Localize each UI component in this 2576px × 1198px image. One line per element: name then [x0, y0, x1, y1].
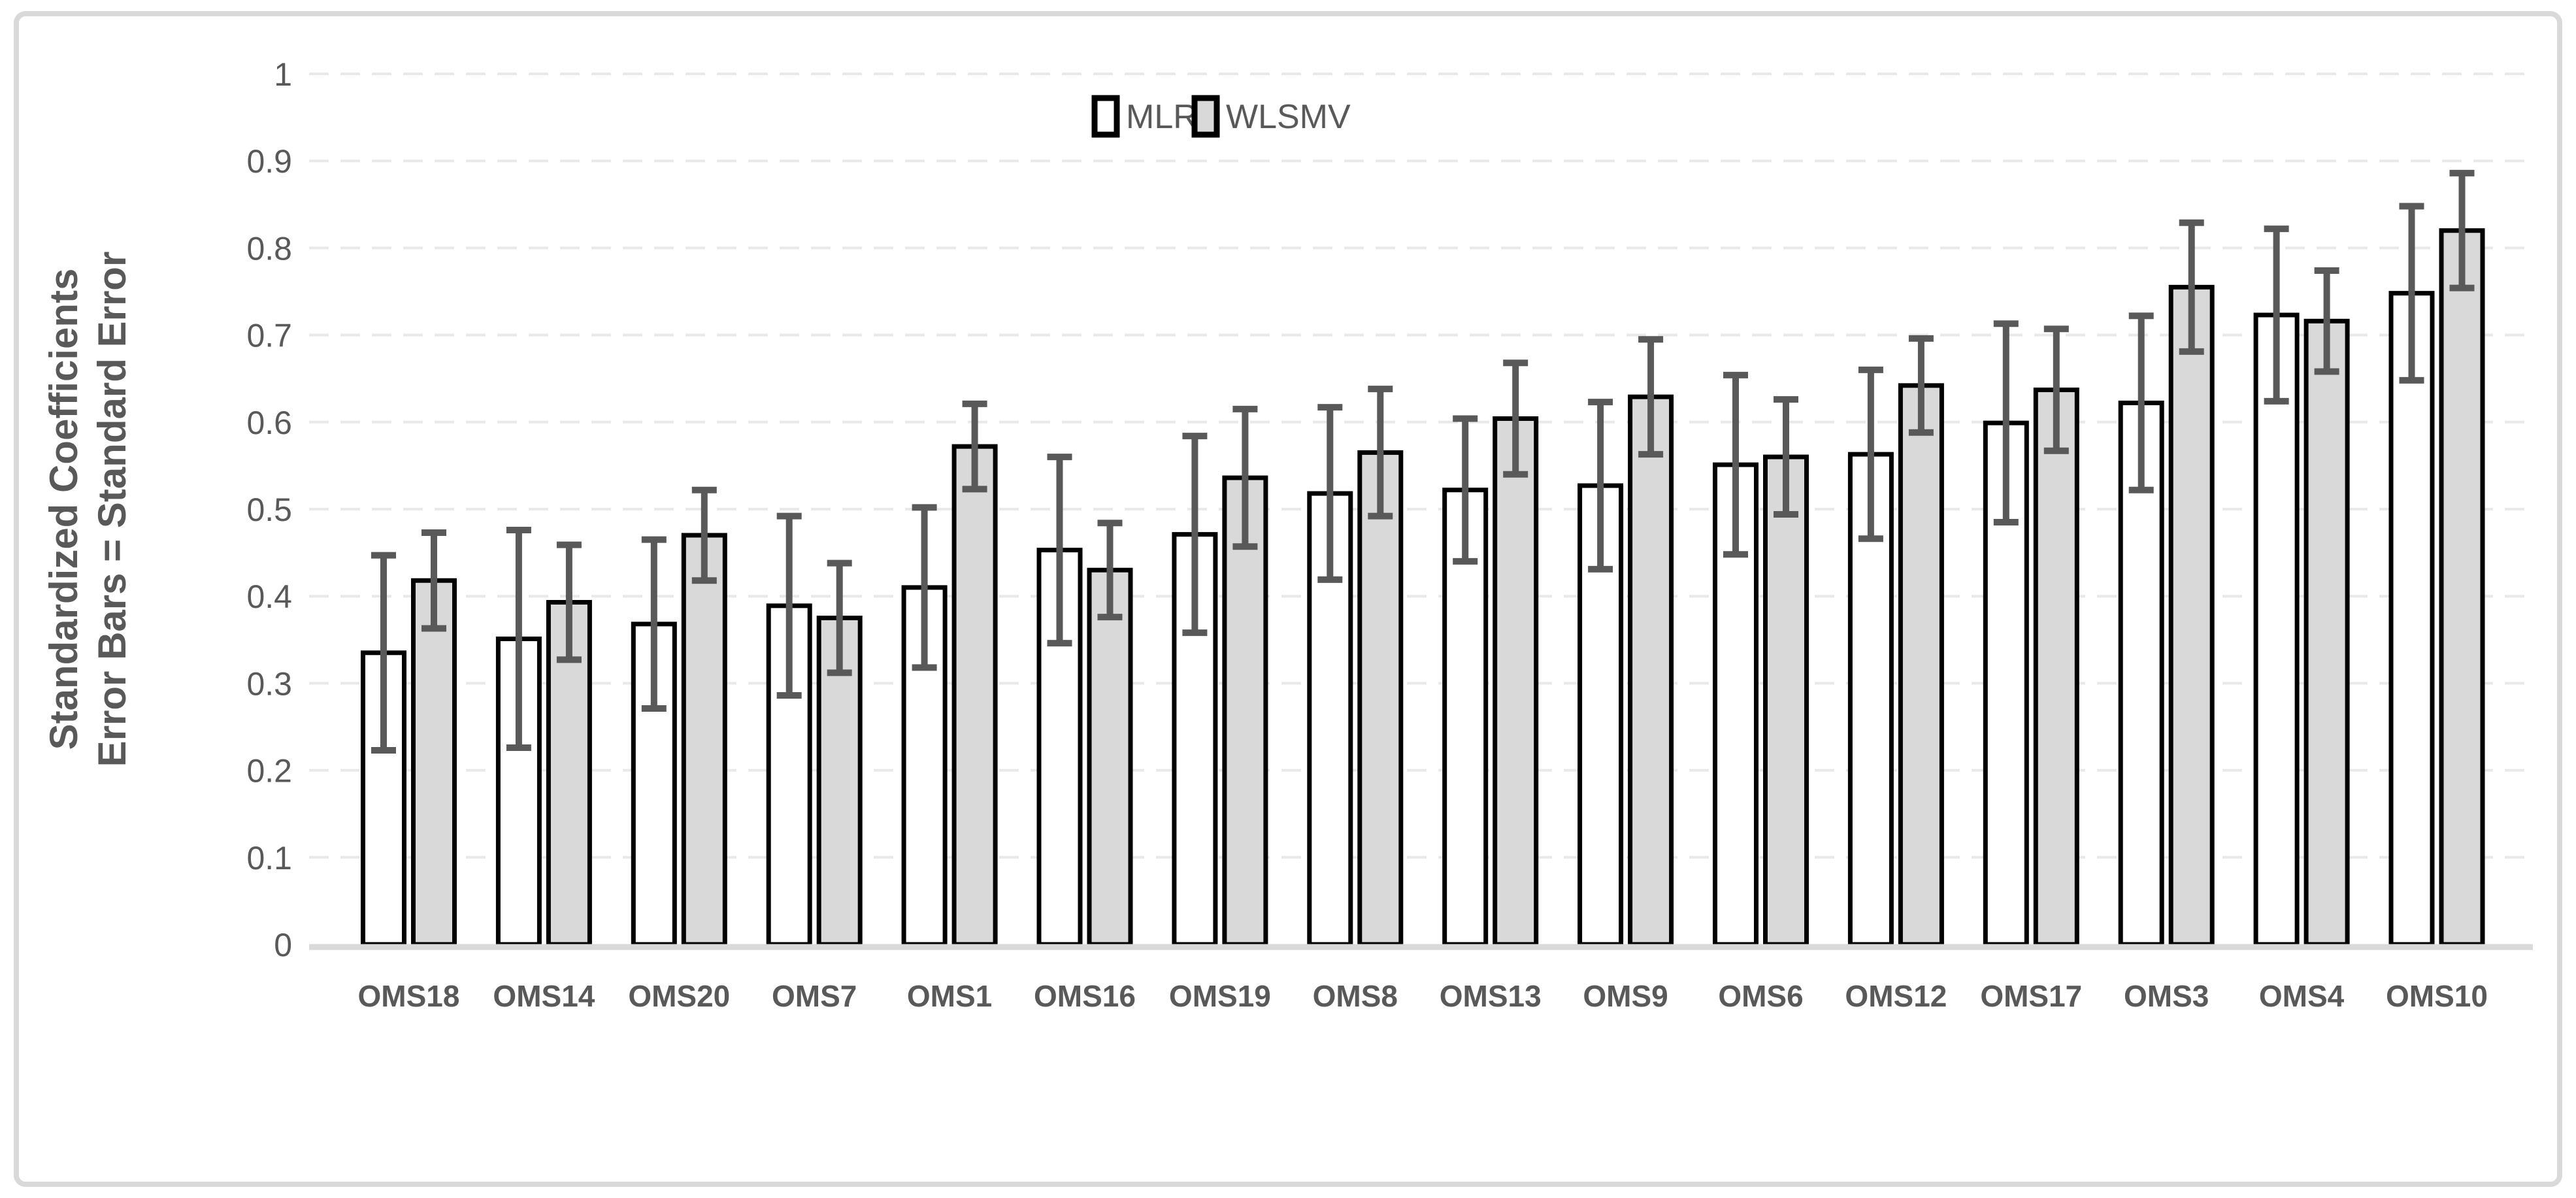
x-tick-label: OMS8: [1313, 979, 1398, 1013]
y-tick-label: 0.6: [246, 405, 292, 441]
bar-WLSMV-OMS12: [1898, 383, 1944, 947]
bars: [361, 228, 2485, 947]
error-bar-WLSMV-OMS8: [1368, 386, 1393, 520]
error-bar-MLR-OMS10: [2399, 203, 2424, 384]
legend: MLR WLSMV: [1091, 95, 1351, 138]
error-bar-MLR-OMS17: [1993, 320, 2019, 525]
legend-label: MLR: [1126, 98, 1198, 136]
y-tick-label: 0.9: [246, 143, 292, 180]
error-bar-MLR-OMS6: [1723, 371, 1748, 558]
bar-WLSMV-OMS6: [1763, 454, 1809, 947]
error-bar-WLSMV-OMS1: [962, 400, 987, 493]
y-axis-title-line: Standardized Coefficients: [42, 269, 86, 750]
x-axis-ticks: OMS18 OMS14 OMS20 OMS7 OMS1 OMS16 OMS19 OMS8 OMS…: [358, 979, 2488, 1013]
error-bar-WLSMV-OMS3: [2179, 219, 2204, 355]
y-tick-label: 1: [274, 56, 292, 93]
error-bar-WLSMV-OMS12: [1908, 335, 1934, 436]
y-axis-title-line: Error Bars = Standard Error: [90, 252, 134, 767]
error-bar-WLSMV-OMS4: [2314, 267, 2339, 375]
bar-WLSMV-OMS18: [411, 578, 457, 947]
bar-WLSMV-OMS9: [1628, 394, 1674, 947]
error-bar-WLSMV-OMS9: [1638, 336, 1664, 458]
error-bar-MLR-OMS4: [2264, 225, 2289, 405]
error-bar-MLR-OMS7: [776, 512, 802, 699]
legend-item-MLR: MLR: [1091, 95, 1198, 138]
y-tick-label: 0.1: [246, 840, 292, 876]
bar-WLSMV-OMS19: [1222, 475, 1268, 947]
y-tick-label: 0.2: [246, 753, 292, 790]
error-bar-WLSMV-OMS16: [1097, 520, 1123, 621]
x-tick-label: OMS6: [1718, 979, 1803, 1013]
x-tick-label: OMS16: [1034, 979, 1136, 1013]
error-bar-WLSMV-OMS18: [421, 529, 446, 632]
x-tick-label: OMS17: [1980, 979, 2082, 1013]
bar-WLSMV-OMS1: [951, 444, 998, 947]
error-bar-MLR-OMS12: [1858, 366, 1883, 542]
error-bar-WLSMV-OMS20: [691, 486, 717, 584]
x-tick-label: OMS9: [1583, 979, 1668, 1013]
y-tick-label: 0.3: [246, 665, 292, 702]
error-bar-MLR-OMS19: [1182, 433, 1208, 637]
x-tick-label: OMS19: [1169, 979, 1271, 1013]
y-axis-ticks: 0 0.1 0.2 0.3 0.4 0.5 0.6 0.7 0.8 0.9 1: [246, 56, 292, 963]
error-bar-MLR-OMS20: [641, 536, 667, 712]
error-bar-WLSMV-OMS14: [556, 541, 582, 663]
error-bar-WLSMV-OMS19: [1232, 405, 1258, 550]
y-tick-label: 0: [274, 927, 292, 963]
error-bars: [371, 169, 2475, 754]
y-axis-title: Standardized Coefficients Error Bars = St…: [42, 252, 134, 767]
legend-item-WLSMV: WLSMV: [1191, 95, 1351, 138]
error-bar-MLR-OMS16: [1047, 454, 1072, 647]
bar-WLSMV-OMS4: [2304, 318, 2350, 947]
x-tick-label: OMS3: [2124, 979, 2209, 1013]
x-tick-label: OMS13: [1440, 979, 1542, 1013]
error-bar-WLSMV-OMS6: [1774, 396, 1798, 518]
y-tick-label: 0.7: [246, 318, 292, 354]
y-tick-label: 0.8: [246, 230, 292, 267]
bar-WLSMV-OMS10: [2439, 228, 2485, 947]
x-tick-label: OMS1: [907, 979, 992, 1013]
error-bar-MLR-OMS8: [1317, 404, 1343, 583]
bar-WLSMV-OMS17: [2033, 388, 2079, 947]
error-bar-WLSMV-OMS13: [1503, 359, 1528, 478]
error-bar-MLR-OMS3: [2128, 312, 2154, 493]
bar-WLSMV-OMS8: [1357, 450, 1404, 947]
error-bar-MLR-OMS14: [506, 526, 531, 751]
bar-WLSMV-OMS20: [681, 533, 727, 947]
bar-WLSMV-OMS16: [1087, 567, 1133, 947]
y-tick-label: 0.5: [246, 491, 292, 528]
y-tick-label: 0.4: [246, 578, 292, 615]
x-tick-label: OMS12: [1845, 979, 1947, 1013]
error-bar-MLR-OMS13: [1453, 415, 1478, 565]
x-tick-label: OMS10: [2386, 979, 2488, 1013]
x-tick-label: OMS18: [358, 979, 460, 1013]
x-tick-label: OMS7: [772, 979, 857, 1013]
x-tick-label: OMS4: [2259, 979, 2345, 1013]
error-bar-MLR-OMS18: [371, 552, 396, 754]
bar-MLR-OMS10: [2388, 291, 2435, 947]
legend-swatch-MLR: [1091, 95, 1120, 138]
error-bar-MLR-OMS9: [1588, 399, 1613, 573]
legend-swatch-WLSMV: [1191, 95, 1220, 138]
bar-WLSMV-OMS13: [1493, 416, 1539, 947]
error-bar-WLSMV-OMS7: [827, 559, 852, 676]
bar-MLR-OMS4: [2253, 312, 2300, 947]
legend-label: WLSMV: [1226, 98, 1351, 136]
panel-border: [14, 11, 2562, 1187]
bar-WLSMV-OMS3: [2168, 284, 2215, 947]
error-bar-WLSMV-OMS10: [2449, 169, 2475, 291]
x-tick-label: OMS14: [493, 979, 595, 1013]
x-tick-label: OMS20: [628, 979, 730, 1013]
error-bar-WLSMV-OMS17: [2043, 325, 2069, 454]
error-bar-MLR-OMS1: [912, 504, 937, 671]
